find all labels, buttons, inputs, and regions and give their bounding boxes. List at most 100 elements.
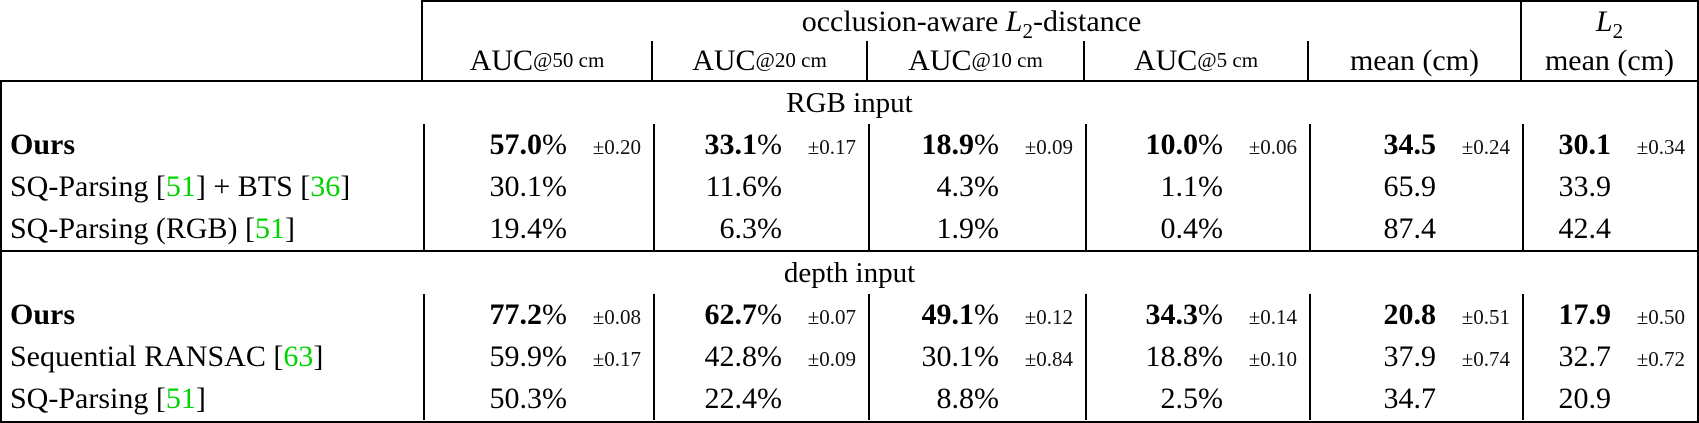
std-dev-value: ±0.09 [1024, 135, 1073, 159]
metric-value: 34.5 [1383, 128, 1437, 161]
method-name-text: ] [340, 170, 351, 203]
metric-value: 18.9% [921, 128, 1000, 161]
method-label: SQ-Parsing (RGB) [51] [2, 208, 423, 250]
auc-threshold: @10 cm [971, 48, 1043, 72]
std-dev-value: ±0.14 [1248, 305, 1297, 329]
std-dev-value: ±0.50 [1636, 305, 1685, 329]
method-label: Ours [2, 124, 423, 166]
col-header-auc-50cm: AUC @50 cm [423, 41, 651, 80]
table-section: RGB input Ours 57.0% ±0.20 33.1% ±0.17 18.9% ±0… [2, 82, 1697, 250]
data-cell: 19.4% [423, 208, 653, 250]
method-name-text: ] + BTS [ [195, 170, 311, 203]
metric-value: 49.1% [921, 298, 1000, 331]
std-dev-value: ±0.09 [807, 347, 856, 371]
metric-value: 33.9 [1558, 170, 1612, 203]
data-cell: 42.8% ±0.09 [653, 336, 868, 378]
std-dev-value: ±0.07 [807, 305, 856, 329]
auc-label: AUC [692, 43, 756, 77]
metric-value: 20.8 [1383, 298, 1437, 331]
data-cell: 20.8 ±0.51 [1309, 294, 1522, 336]
table-row: Sequential RANSAC [63] 59.9% ±0.17 42.8% ±0.… [2, 336, 1697, 378]
std-dev-value: ±0.06 [1248, 135, 1297, 159]
metric-value: 11.6% [705, 170, 782, 203]
auc-label: AUC [1133, 43, 1198, 77]
method-label: SQ-Parsing [51] [2, 378, 423, 420]
citation-link[interactable]: 63 [283, 340, 314, 373]
col-group-occlusion-aware-l2: occlusion-aware L2-distance AUC @50 cm AU… [423, 2, 1520, 80]
data-cell: 32.7 ±0.72 [1522, 336, 1697, 378]
col-header-auc-5cm: AUC @5 cm [1083, 41, 1307, 80]
table-row: SQ-Parsing [51] + BTS [36] 30.1% 11.6% 4.3%… [2, 166, 1697, 208]
math-l-symbol: L [1005, 5, 1023, 38]
data-cell: 6.3% [653, 208, 868, 250]
std-dev-value: ±0.74 [1461, 347, 1510, 371]
data-cell: 34.7 [1309, 378, 1522, 420]
data-cell: 8.8% [868, 378, 1085, 420]
citation-link[interactable]: 51 [165, 382, 196, 415]
col-header-auc-20cm: AUC @20 cm [651, 41, 866, 80]
metric-value: 34.3% [1145, 298, 1224, 331]
auc-threshold: @5 cm [1197, 48, 1259, 72]
method-label: SQ-Parsing [51] + BTS [36] [2, 166, 423, 208]
metric-value: 30.1% [921, 340, 1000, 373]
std-dev-value: ±0.72 [1636, 347, 1685, 371]
group-title-occlusion-aware-l2-distance: occlusion-aware L2-distance [423, 2, 1520, 43]
group-title-text: -distance [1032, 5, 1142, 38]
method-name-text: SQ-Parsing [ [10, 170, 166, 203]
metric-value: 34.7 [1383, 382, 1437, 415]
group-title-text: occlusion-aware [801, 5, 1006, 38]
metric-value: 30.1 [1558, 128, 1612, 161]
method-name-text: Ours [10, 128, 76, 161]
std-dev-value: ±0.84 [1024, 347, 1073, 371]
data-cell: 18.9% ±0.09 [868, 124, 1085, 166]
std-dev-value: ±0.17 [592, 347, 641, 371]
citation-link[interactable]: 51 [255, 212, 285, 245]
data-cell: 87.4 [1309, 208, 1522, 250]
data-cell: 57.0% ±0.20 [423, 124, 653, 166]
auc-label: AUC [469, 43, 534, 77]
col-header-l2-mean-cm: mean (cm) [1522, 41, 1697, 80]
metric-value: 1.9% [936, 212, 1000, 245]
mean-label: mean (cm) [1349, 43, 1480, 77]
col-header-auc-10cm: AUC @10 cm [866, 41, 1083, 80]
data-cell: 34.3% ±0.14 [1085, 294, 1309, 336]
std-dev-value: ±0.51 [1461, 305, 1510, 329]
citation-link[interactable]: 36 [310, 170, 341, 203]
data-cell: 65.9 [1309, 166, 1522, 208]
table-row: SQ-Parsing [51] 50.3% 22.4% 8.8% 2.5% 34.7 20.… [2, 378, 1697, 420]
citation-link[interactable]: 51 [165, 170, 196, 203]
data-cell: 2.5% [1085, 378, 1309, 420]
subheader-row: AUC @50 cm AUC @20 cm AUC @10 cm AUC @5 cm m… [423, 41, 1520, 80]
std-dev-value: ±0.20 [592, 135, 641, 159]
data-cell: 33.1% ±0.17 [653, 124, 868, 166]
table-row: SQ-Parsing (RGB) [51] 19.4% 6.3% 1.9% 0.4% 87… [2, 208, 1697, 250]
data-cell: 77.2% ±0.08 [423, 294, 653, 336]
metric-value: 6.3% [719, 212, 783, 245]
auc-threshold: @20 cm [755, 48, 827, 72]
data-cell: 50.3% [423, 378, 653, 420]
math-l-subscript: 2 [1022, 19, 1033, 43]
data-cell: 17.9 ±0.50 [1522, 294, 1697, 336]
metric-value: 1.1% [1160, 170, 1224, 203]
data-cell: 22.4% [653, 378, 868, 420]
method-name-text: Sequential RANSAC [ [10, 340, 284, 373]
method-name-text: Ours [10, 298, 76, 331]
data-cell: 30.1% ±0.84 [868, 336, 1085, 378]
section-title: depth input [783, 256, 916, 289]
metric-value: 87.4 [1383, 212, 1437, 245]
metric-value: 8.8% [936, 382, 1000, 415]
method-name-text: SQ-Parsing (RGB) [ [10, 212, 255, 245]
data-cell: 37.9 ±0.74 [1309, 336, 1522, 378]
table-row: Ours 57.0% ±0.20 33.1% ±0.17 18.9% ±0.09 10.0% ±… [2, 124, 1697, 166]
table-body: RGB input Ours 57.0% ±0.20 33.1% ±0.17 18.9% ±0… [0, 80, 1699, 423]
data-cell: 20.9 [1522, 378, 1697, 420]
data-cell: 34.5 ±0.24 [1309, 124, 1522, 166]
data-cell: 4.3% [868, 166, 1085, 208]
table-row: Ours 77.2% ±0.08 62.7% ±0.07 49.1% ±0.12 34.3% ±… [2, 294, 1697, 336]
mean-label: mean (cm) [1544, 43, 1675, 77]
section-title: RGB input [786, 86, 913, 119]
method-label: Sequential RANSAC [63] [2, 336, 423, 378]
metric-value: 0.4% [1160, 212, 1224, 245]
data-cell: 0.4% [1085, 208, 1309, 250]
metric-value: 17.9 [1558, 298, 1612, 331]
